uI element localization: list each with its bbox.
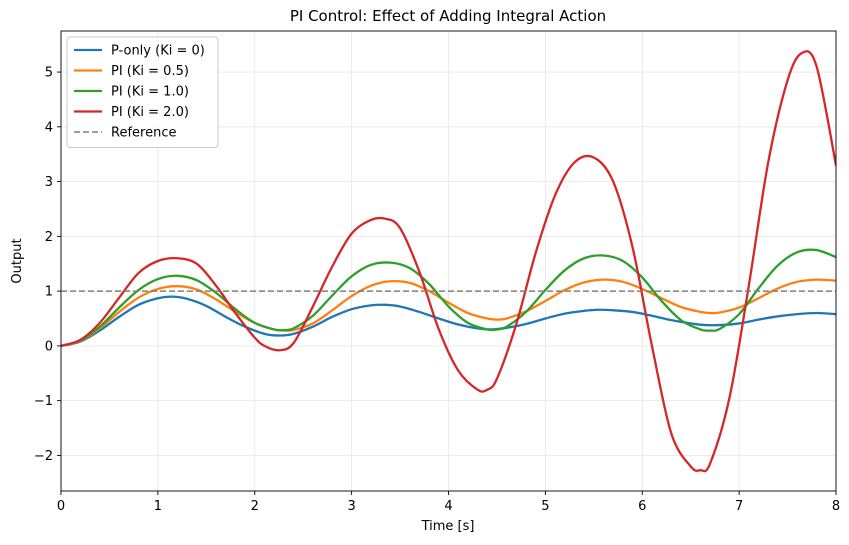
x-tick-label: 6 — [638, 499, 646, 514]
y-axis-label: Output — [10, 238, 25, 283]
x-axis-ticks: 0 1 2 3 4 5 6 7 8 — [57, 491, 840, 514]
x-tick-label: 5 — [541, 499, 549, 514]
x-tick-label: 7 — [735, 499, 743, 514]
x-axis-label: Time [s] — [421, 519, 475, 534]
legend: P-only (Ki = 0) PI (Ki = 0.5) PI (Ki = 1.0… — [66, 36, 219, 148]
chart-title: PI Control: Effect of Adding Integral Ac… — [290, 7, 606, 25]
x-tick-label: 2 — [251, 499, 259, 514]
series-line-2 — [61, 248, 836, 348]
legend-label-2: PI (Ki = 1.0) — [111, 85, 189, 100]
x-tick-label: 0 — [57, 499, 65, 514]
legend-label-0: P-only (Ki = 0) — [111, 44, 205, 59]
x-tick-label: 1 — [154, 499, 162, 514]
y-tick-label: 0 — [45, 339, 53, 354]
series-line-0 — [61, 295, 836, 348]
y-tick-label: 2 — [45, 230, 53, 245]
y-tick-label: 5 — [45, 66, 53, 81]
x-tick-label: 8 — [832, 499, 840, 514]
series-line-3 — [61, 50, 836, 473]
y-tick-label: 1 — [45, 285, 53, 300]
x-tick-label: 4 — [444, 499, 452, 514]
y-axis-ticks: −2 −1 0 1 2 3 4 5 — [34, 66, 61, 464]
y-tick-label: 3 — [45, 175, 53, 190]
legend-label-4: Reference — [111, 126, 176, 141]
y-tick-label: −1 — [34, 394, 53, 409]
legend-box — [66, 36, 219, 148]
legend-label-1: PI (Ki = 0.5) — [111, 64, 189, 79]
series-line-1 — [61, 278, 836, 348]
x-tick-label: 3 — [347, 499, 355, 514]
y-tick-label: 4 — [45, 120, 53, 135]
y-tick-label: −2 — [34, 449, 53, 464]
legend-label-3: PI (Ki = 2.0) — [111, 105, 189, 120]
plot-area — [61, 50, 836, 473]
